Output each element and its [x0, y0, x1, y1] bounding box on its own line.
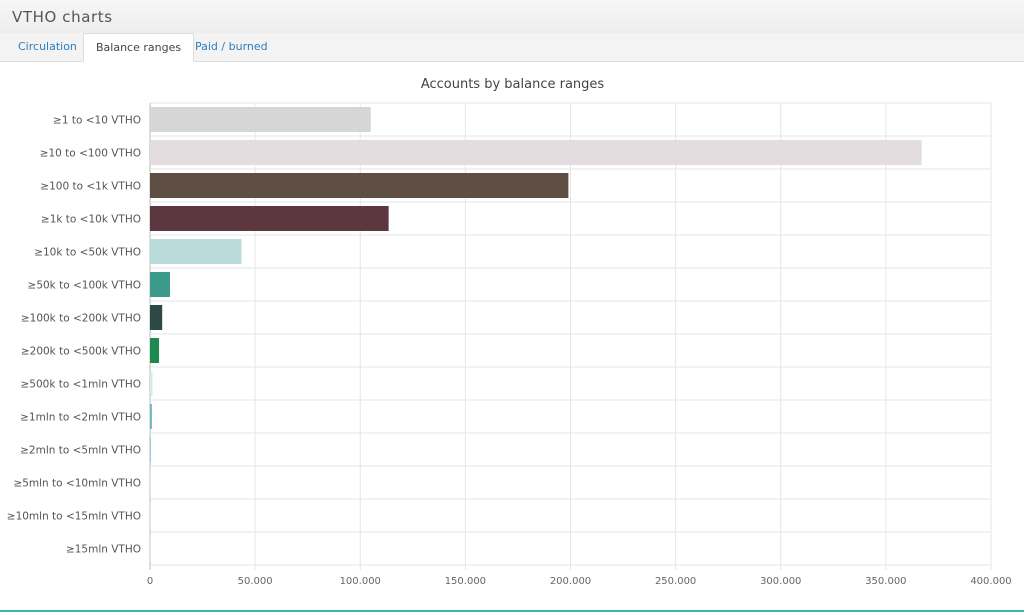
bar — [150, 272, 170, 297]
x-tick-label: 100.000 — [340, 576, 381, 587]
x-tick-label: 0 — [147, 576, 153, 587]
bar — [150, 206, 389, 231]
bar — [150, 338, 160, 363]
x-tick-label: 250.000 — [655, 576, 696, 587]
bar — [150, 173, 569, 198]
y-tick-label: ≥200k to <500k VTHO — [21, 346, 141, 358]
bar — [150, 107, 371, 132]
y-tick-label: ≥100 to <1k VTHO — [40, 181, 141, 193]
tab-balance-ranges[interactable]: Balance ranges — [83, 33, 195, 62]
y-tick-label: ≥1k to <10k VTHO — [41, 214, 141, 226]
bar — [150, 470, 151, 495]
bar — [150, 404, 152, 429]
balance-ranges-chart: Accounts by balance ranges 0 50.000 100.000… — [7, 77, 1012, 587]
bar — [150, 503, 151, 528]
y-tick-label: ≥50k to <100k VTHO — [28, 280, 141, 292]
x-tick-label: 300.000 — [760, 576, 801, 587]
bar — [150, 305, 163, 330]
y-tick-label: ≥1 to <10 VTHO — [53, 115, 141, 127]
tab-paid-burned[interactable]: Paid / burned — [195, 40, 268, 53]
x-tick-label: 400.000 — [970, 576, 1011, 587]
header: VTHO charts — [0, 0, 1024, 33]
y-tick-label: ≥1mln to <2mln VTHO — [20, 412, 141, 424]
x-tick-label: 150.000 — [445, 576, 486, 587]
chart-title: Accounts by balance ranges — [421, 77, 605, 92]
x-tick-label: 200.000 — [550, 576, 591, 587]
bar — [150, 140, 922, 165]
y-tick-label: ≥500k to <1mln VTHO — [20, 379, 141, 391]
x-tick-label: 50.000 — [238, 576, 273, 587]
chart-container: Accounts by balance ranges 0 50.000 100.000… — [0, 62, 1024, 610]
y-tick-label: ≥100k to <200k VTHO — [21, 313, 141, 325]
bar — [150, 239, 242, 264]
y-tick-label: ≥5mln to <10mln VTHO — [13, 478, 141, 490]
x-tick-label: 350.000 — [865, 576, 906, 587]
y-tick-label: ≥2mln to <5mln VTHO — [20, 445, 141, 457]
tab-circulation[interactable]: Circulation — [18, 40, 77, 53]
page-title: VTHO charts — [12, 8, 113, 26]
y-tick-label: ≥10k to <50k VTHO — [34, 247, 141, 259]
accent-line — [0, 610, 1024, 612]
bar — [150, 536, 151, 561]
tab-bar: Circulation Balance ranges Paid / burned — [0, 33, 1024, 62]
y-tick-label: ≥10mln to <15mln VTHO — [7, 511, 141, 523]
bar — [150, 437, 151, 462]
y-tick-label: ≥10 to <100 VTHO — [40, 148, 141, 160]
bar — [150, 371, 153, 396]
y-tick-label: ≥15mln VTHO — [66, 544, 141, 556]
